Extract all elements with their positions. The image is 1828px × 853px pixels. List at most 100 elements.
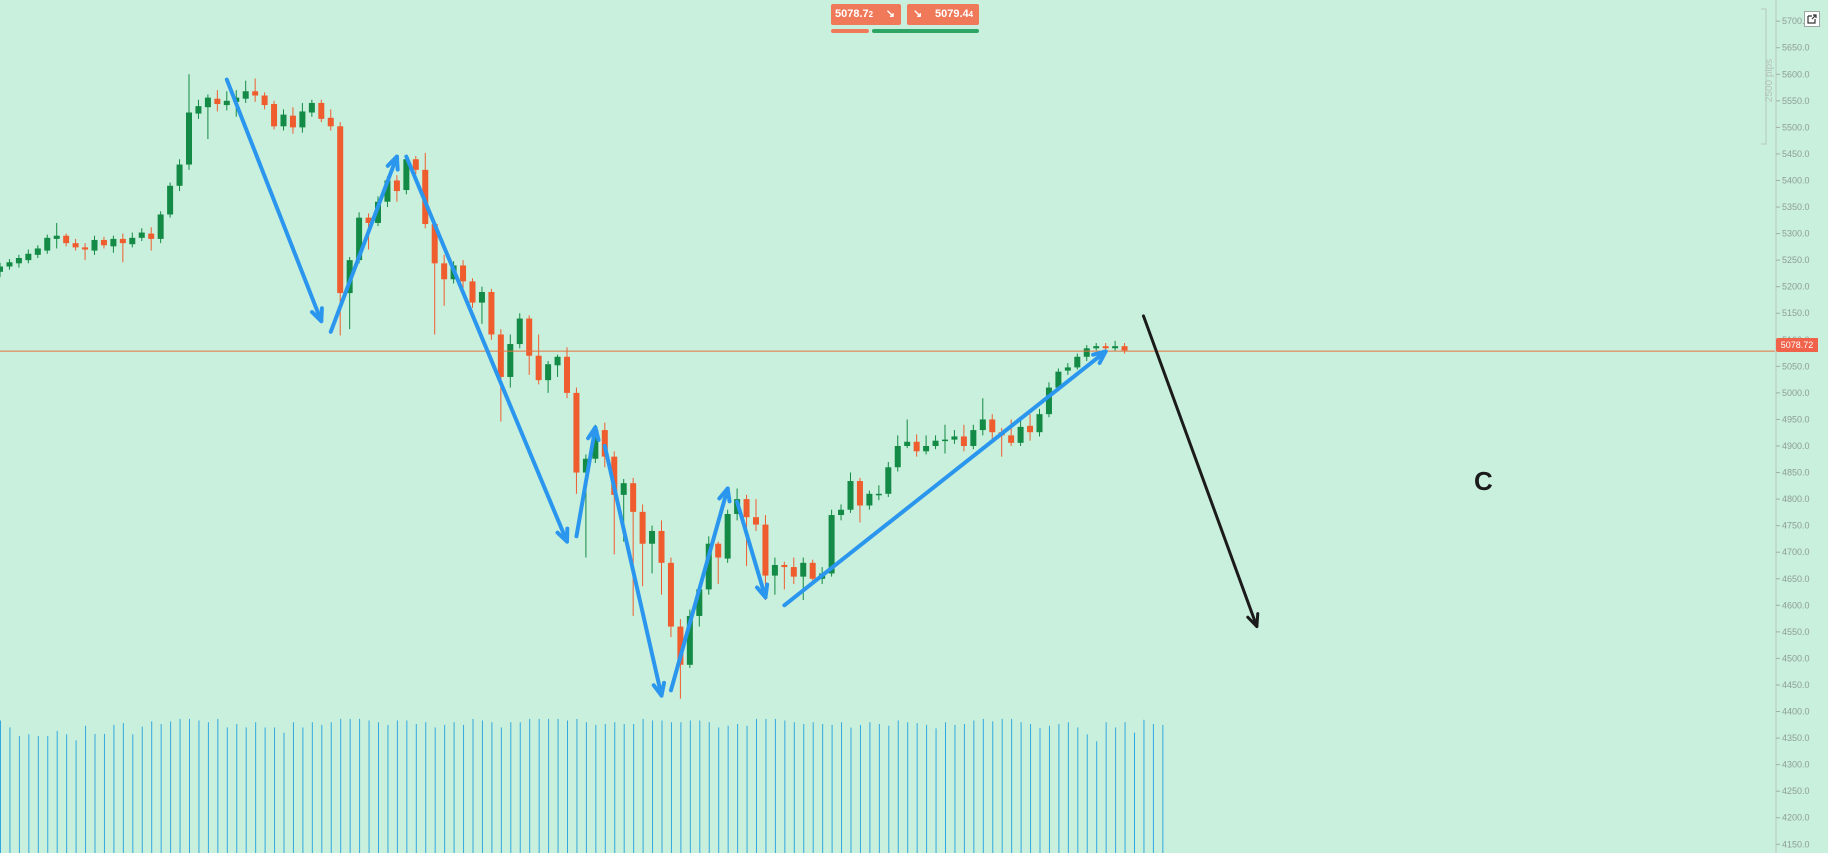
candle [658,520,665,595]
pips-range-label: 2500 pips [1764,58,1776,103]
wave-arrow[interactable] [404,154,570,544]
candle [0,262,3,278]
candle [885,461,892,497]
axis-tick-label: 5250.0 [1782,255,1810,265]
axis-tick-label: 5500.0 [1782,122,1810,132]
candle [393,175,400,202]
sell-button[interactable]: 5078.72 ↘ [831,4,901,25]
buy-sentiment-bar [872,29,979,33]
candle [223,91,230,111]
wave-arrow[interactable] [668,486,732,693]
candle [337,122,344,336]
candle [1027,414,1034,441]
buy-button[interactable]: ↘ 5079.44 [907,4,979,25]
wave-arrow[interactable] [328,154,400,334]
current-price-tag: 5078.72 [1776,338,1818,352]
candle [318,99,325,123]
pips-range-bracket [1761,8,1767,145]
candle [866,490,873,510]
buy-price-pipette: 4 [968,10,974,19]
candle [979,398,986,436]
candle [724,509,731,563]
axis-tick-label: 4500.0 [1782,653,1810,663]
axis-tick-label: 4350.0 [1782,733,1810,743]
candle [148,227,155,251]
candle [1036,408,1043,437]
sell-price: 5078.7 [835,8,869,20]
candle [289,107,296,134]
projection-arrow[interactable] [1141,314,1260,629]
axis-tick-label: 4650.0 [1782,574,1810,584]
axis-tick-label: 4250.0 [1782,786,1810,796]
candlestick-series [0,74,1128,699]
candle [535,334,542,385]
candle [110,235,117,253]
sell-price-pipette: 2 [868,10,874,19]
candle [252,78,259,102]
axis-tick-label: 4900.0 [1782,441,1810,451]
price-axis[interactable]: 5700.0 5650.0 5600.0 5550.0 5500.0 5450.0 5400… [1776,16,1810,849]
candle [715,541,722,585]
candle [753,499,759,531]
wave-arrow[interactable] [735,499,770,600]
candle [790,557,797,585]
candle [904,419,911,449]
axis-tick-label: 4400.0 [1782,707,1810,717]
candle [138,228,145,242]
candle [195,99,202,119]
candle [554,354,561,377]
candle [280,109,287,131]
candle [261,92,268,110]
candle [942,424,948,454]
axis-tick-label: 5400.0 [1782,175,1810,185]
candle [469,278,476,308]
wave-arrow[interactable] [782,349,1108,608]
candle [72,238,79,251]
candle [1074,353,1081,370]
candle [705,536,712,595]
axis-tick-label: 4300.0 [1782,760,1810,770]
candle [214,90,221,112]
wave-c-label: C [1474,466,1493,496]
candle [649,525,656,574]
candle [34,245,41,259]
candle [63,233,70,247]
candle [6,259,13,270]
axis-tick-label: 4950.0 [1782,414,1810,424]
arrow-down-right-icon: ↘ [885,8,895,20]
candle [157,211,164,244]
candle [497,329,504,422]
candle [129,232,136,248]
wave-arrow[interactable] [224,77,324,324]
candle [856,477,863,523]
axis-tick-label: 5300.0 [1782,229,1810,239]
wave-arrow[interactable] [602,444,667,698]
candle [1083,345,1090,362]
wave-annotations[interactable] [224,77,1260,698]
wave-arrow[interactable] [574,425,601,539]
axis-tick-label: 5700.0 [1782,16,1810,26]
candle [875,485,882,501]
axis-tick-label: 5000.0 [1782,388,1810,398]
candle [460,260,467,288]
candle [639,504,646,587]
candle [431,220,438,335]
axis-tick-label: 5050.0 [1782,361,1810,371]
candle [412,156,419,175]
volume-bars [0,718,1164,853]
candle [771,557,778,595]
candle [516,313,523,349]
candle [15,254,22,268]
candle [44,234,51,254]
axis-tick-label: 4550.0 [1782,627,1810,637]
candle [526,315,533,375]
candle [970,424,977,450]
external-link-icon[interactable] [1804,11,1820,27]
axis-tick-label: 5350.0 [1782,202,1810,212]
arrow-down-right-icon: ↘ [913,8,923,20]
candle [1064,363,1071,375]
trade-widget: 5078.72 ↘ ↘ 5079.44 [831,4,979,36]
axis-tick-label: 5200.0 [1782,282,1810,292]
sell-sentiment-bar [831,29,869,33]
